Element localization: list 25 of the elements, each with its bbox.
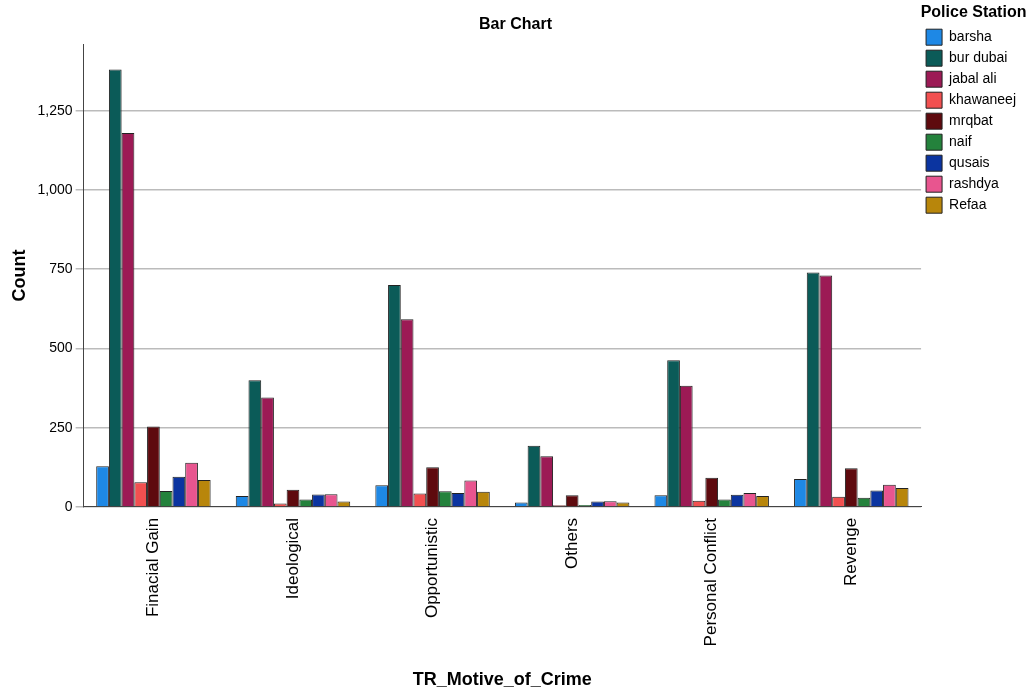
chart-title: Bar Chart <box>479 15 553 33</box>
x-tick-label: Personal Conflict <box>701 517 721 647</box>
legend-label: naif <box>949 133 972 150</box>
y-tick-label: 0 <box>64 497 73 514</box>
legend-label: barsha <box>949 28 993 45</box>
x-tick-label: Others <box>561 517 581 569</box>
legend-label: jabal ali <box>948 70 997 87</box>
y-tick-label: 1,250 <box>37 101 73 118</box>
x-tick-label: Revenge <box>840 517 860 586</box>
legend-label: khawaneej <box>949 91 1016 108</box>
legend-label: bur dubai <box>949 49 1008 66</box>
x-tick-label: Opportunistic <box>422 517 442 619</box>
y-tick-label: 1,000 <box>37 180 73 197</box>
legend-label: rashdya <box>949 175 1000 192</box>
y-tick-label: 250 <box>49 418 73 435</box>
legend-title: Police Station <box>920 3 1027 21</box>
y-tick-label: 500 <box>49 339 73 356</box>
legend-label: mrqbat <box>949 112 993 129</box>
y-axis-title: Count <box>8 249 29 302</box>
legend-label: Refaa <box>949 196 987 213</box>
x-tick-label: Ideological <box>282 517 302 600</box>
legend-label: qusais <box>949 154 990 171</box>
x-tick-label: Finacial Gain <box>143 517 163 618</box>
y-tick-label: 750 <box>49 260 73 277</box>
x-axis-title: TR_Motive_of_Crime <box>412 669 592 690</box>
